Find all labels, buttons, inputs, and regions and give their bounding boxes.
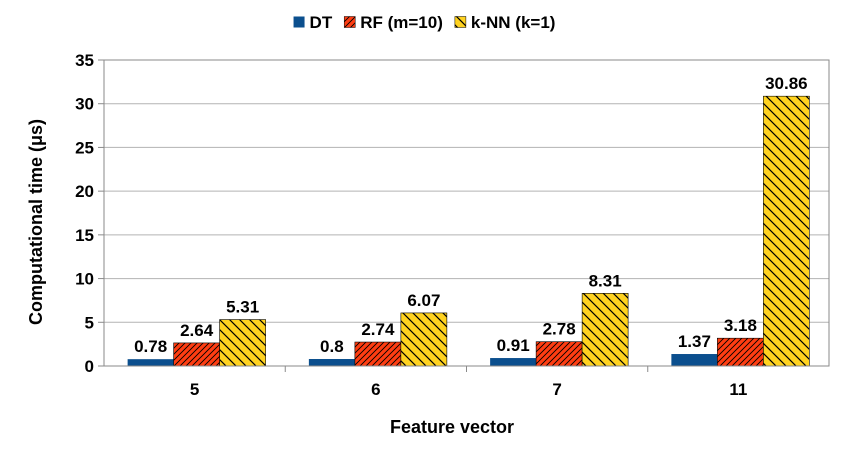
bar-k-nn-k-1-6 (400, 312, 448, 367)
legend-swatch-k-nn-k-1 (454, 16, 467, 28)
legend-label-k-nn-k-1: k-NN (k=1) (471, 13, 556, 32)
x-axis-ticks: 5 6 7 11 (190, 366, 747, 399)
legend-label-dt: DT (310, 13, 333, 32)
data-label-rf-m-10-11: 3.18 (724, 316, 757, 335)
x-tick-label-7: 7 (552, 380, 561, 399)
bar-dt-11 (671, 354, 718, 366)
bar-rf-m-10-5 (173, 342, 220, 367)
data-label-k-nn-k-1-5: 5.31 (226, 298, 259, 317)
x-axis-title: Feature vector (390, 417, 514, 437)
data-label-k-nn-k-1-6: 6.07 (407, 291, 440, 310)
y-tick-label-10: 10 (75, 270, 94, 289)
data-label-dt-6: 0.8 (320, 337, 344, 356)
y-tick-label-0: 0 (85, 357, 94, 376)
bar-rf-m-10-11 (717, 337, 764, 367)
y-tick-label-25: 25 (75, 138, 94, 157)
y-axis-title: Computational time (μs) (26, 119, 46, 325)
bar-dt-5 (127, 359, 174, 366)
bar-rf-m-10-7 (535, 341, 583, 367)
data-label-dt-7: 0.91 (497, 336, 530, 355)
bar-k-nn-k-1-5 (219, 319, 266, 367)
data-label-k-nn-k-1-7: 8.31 (589, 271, 622, 290)
legend-label-rf-m-10: RF (m=10) (360, 13, 443, 32)
data-label-dt-11: 1.37 (678, 332, 711, 351)
y-tick-label-20: 20 (75, 182, 94, 201)
y-axis-ticks: 0 5 10 15 20 25 30 35 (75, 51, 104, 376)
data-label-k-nn-k-1-11: 30.86 (765, 74, 808, 93)
y-tick-label-35: 35 (75, 51, 94, 70)
y-tick-label-30: 30 (75, 95, 94, 114)
gridlines (104, 103, 829, 323)
legend-swatch-dt (293, 16, 305, 28)
y-tick-label-5: 5 (85, 313, 94, 332)
legend-swatch-rf-m-10 (343, 16, 356, 28)
data-label-rf-m-10-7: 2.78 (543, 320, 576, 339)
x-tick-label-6: 6 (371, 380, 380, 399)
plot-frame (103, 59, 830, 367)
y-tick-label-15: 15 (75, 226, 94, 245)
bars (127, 95, 810, 367)
x-tick-label-5: 5 (190, 380, 199, 399)
legend: DT RF (m=10) k-NN (k=1) (293, 13, 556, 32)
data-label-rf-m-10-6: 2.74 (361, 320, 395, 339)
bar-k-nn-k-1-11 (763, 95, 810, 367)
bar-k-nn-k-1-7 (581, 293, 629, 367)
data-label-rf-m-10-5: 2.64 (180, 321, 214, 340)
x-tick-label-11: 11 (729, 380, 747, 399)
data-labels: 0.78 2.64 5.31 0.8 2.74 6.07 0.91 2.78 8.31 1.37 3… (134, 74, 808, 356)
bar-rf-m-10-6 (354, 341, 402, 367)
bar-dt-6 (308, 359, 355, 366)
bar-dt-7 (490, 358, 537, 366)
data-label-dt-5: 0.78 (134, 337, 167, 356)
